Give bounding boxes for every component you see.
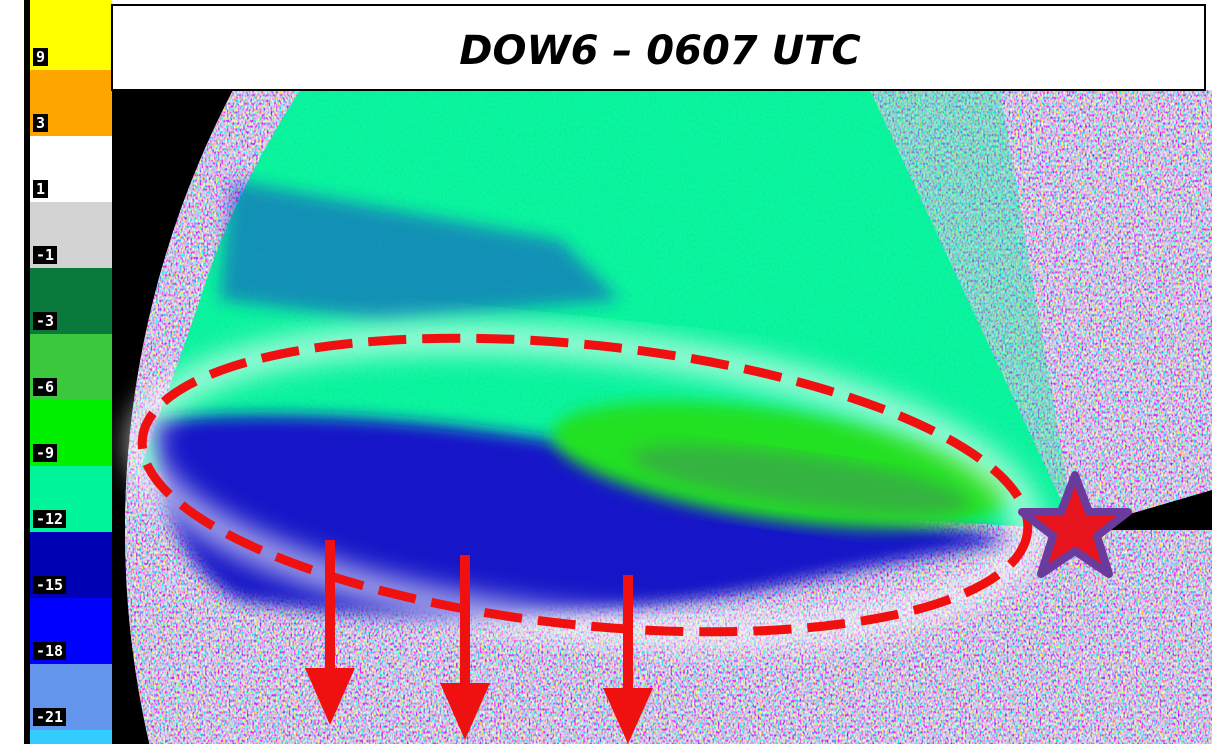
frame-edge [24,0,30,744]
colorbar-label: -15 [36,576,63,594]
radar-image [112,90,1212,744]
radar-figure: 9 3 1 -1 -3 -6 -9 -12 -15 -18 -21 DOW6 – 0607 UTC [0,0,1212,744]
colorbar-label: -6 [36,378,54,396]
margin [0,0,24,744]
colorbar-label: -21 [36,708,63,726]
colorbar-label: 1 [36,180,45,198]
colorbar-label: -3 [36,312,54,330]
arrow-shaft [325,540,335,670]
colorbar-label: -9 [36,444,54,462]
colorbar-label: 3 [36,114,45,132]
colorbar: 9 3 1 -1 -3 -6 -9 -12 -15 -18 -21 [30,0,112,730]
arrow-shaft [623,575,633,690]
arrow-shaft [460,555,470,685]
colorbar-label: -18 [36,642,63,660]
colorbar-label: 9 [36,48,45,66]
colorbar-label: -1 [36,246,54,264]
radar-fan [112,90,1212,744]
page: 9 3 1 -1 -3 -6 -9 -12 -15 -18 -21 DOW6 – 0607 UTC [0,0,1212,744]
colorbar-label: -12 [36,510,63,528]
title: DOW6 – 0607 UTC [459,28,860,74]
colorbar-cell [30,730,112,744]
